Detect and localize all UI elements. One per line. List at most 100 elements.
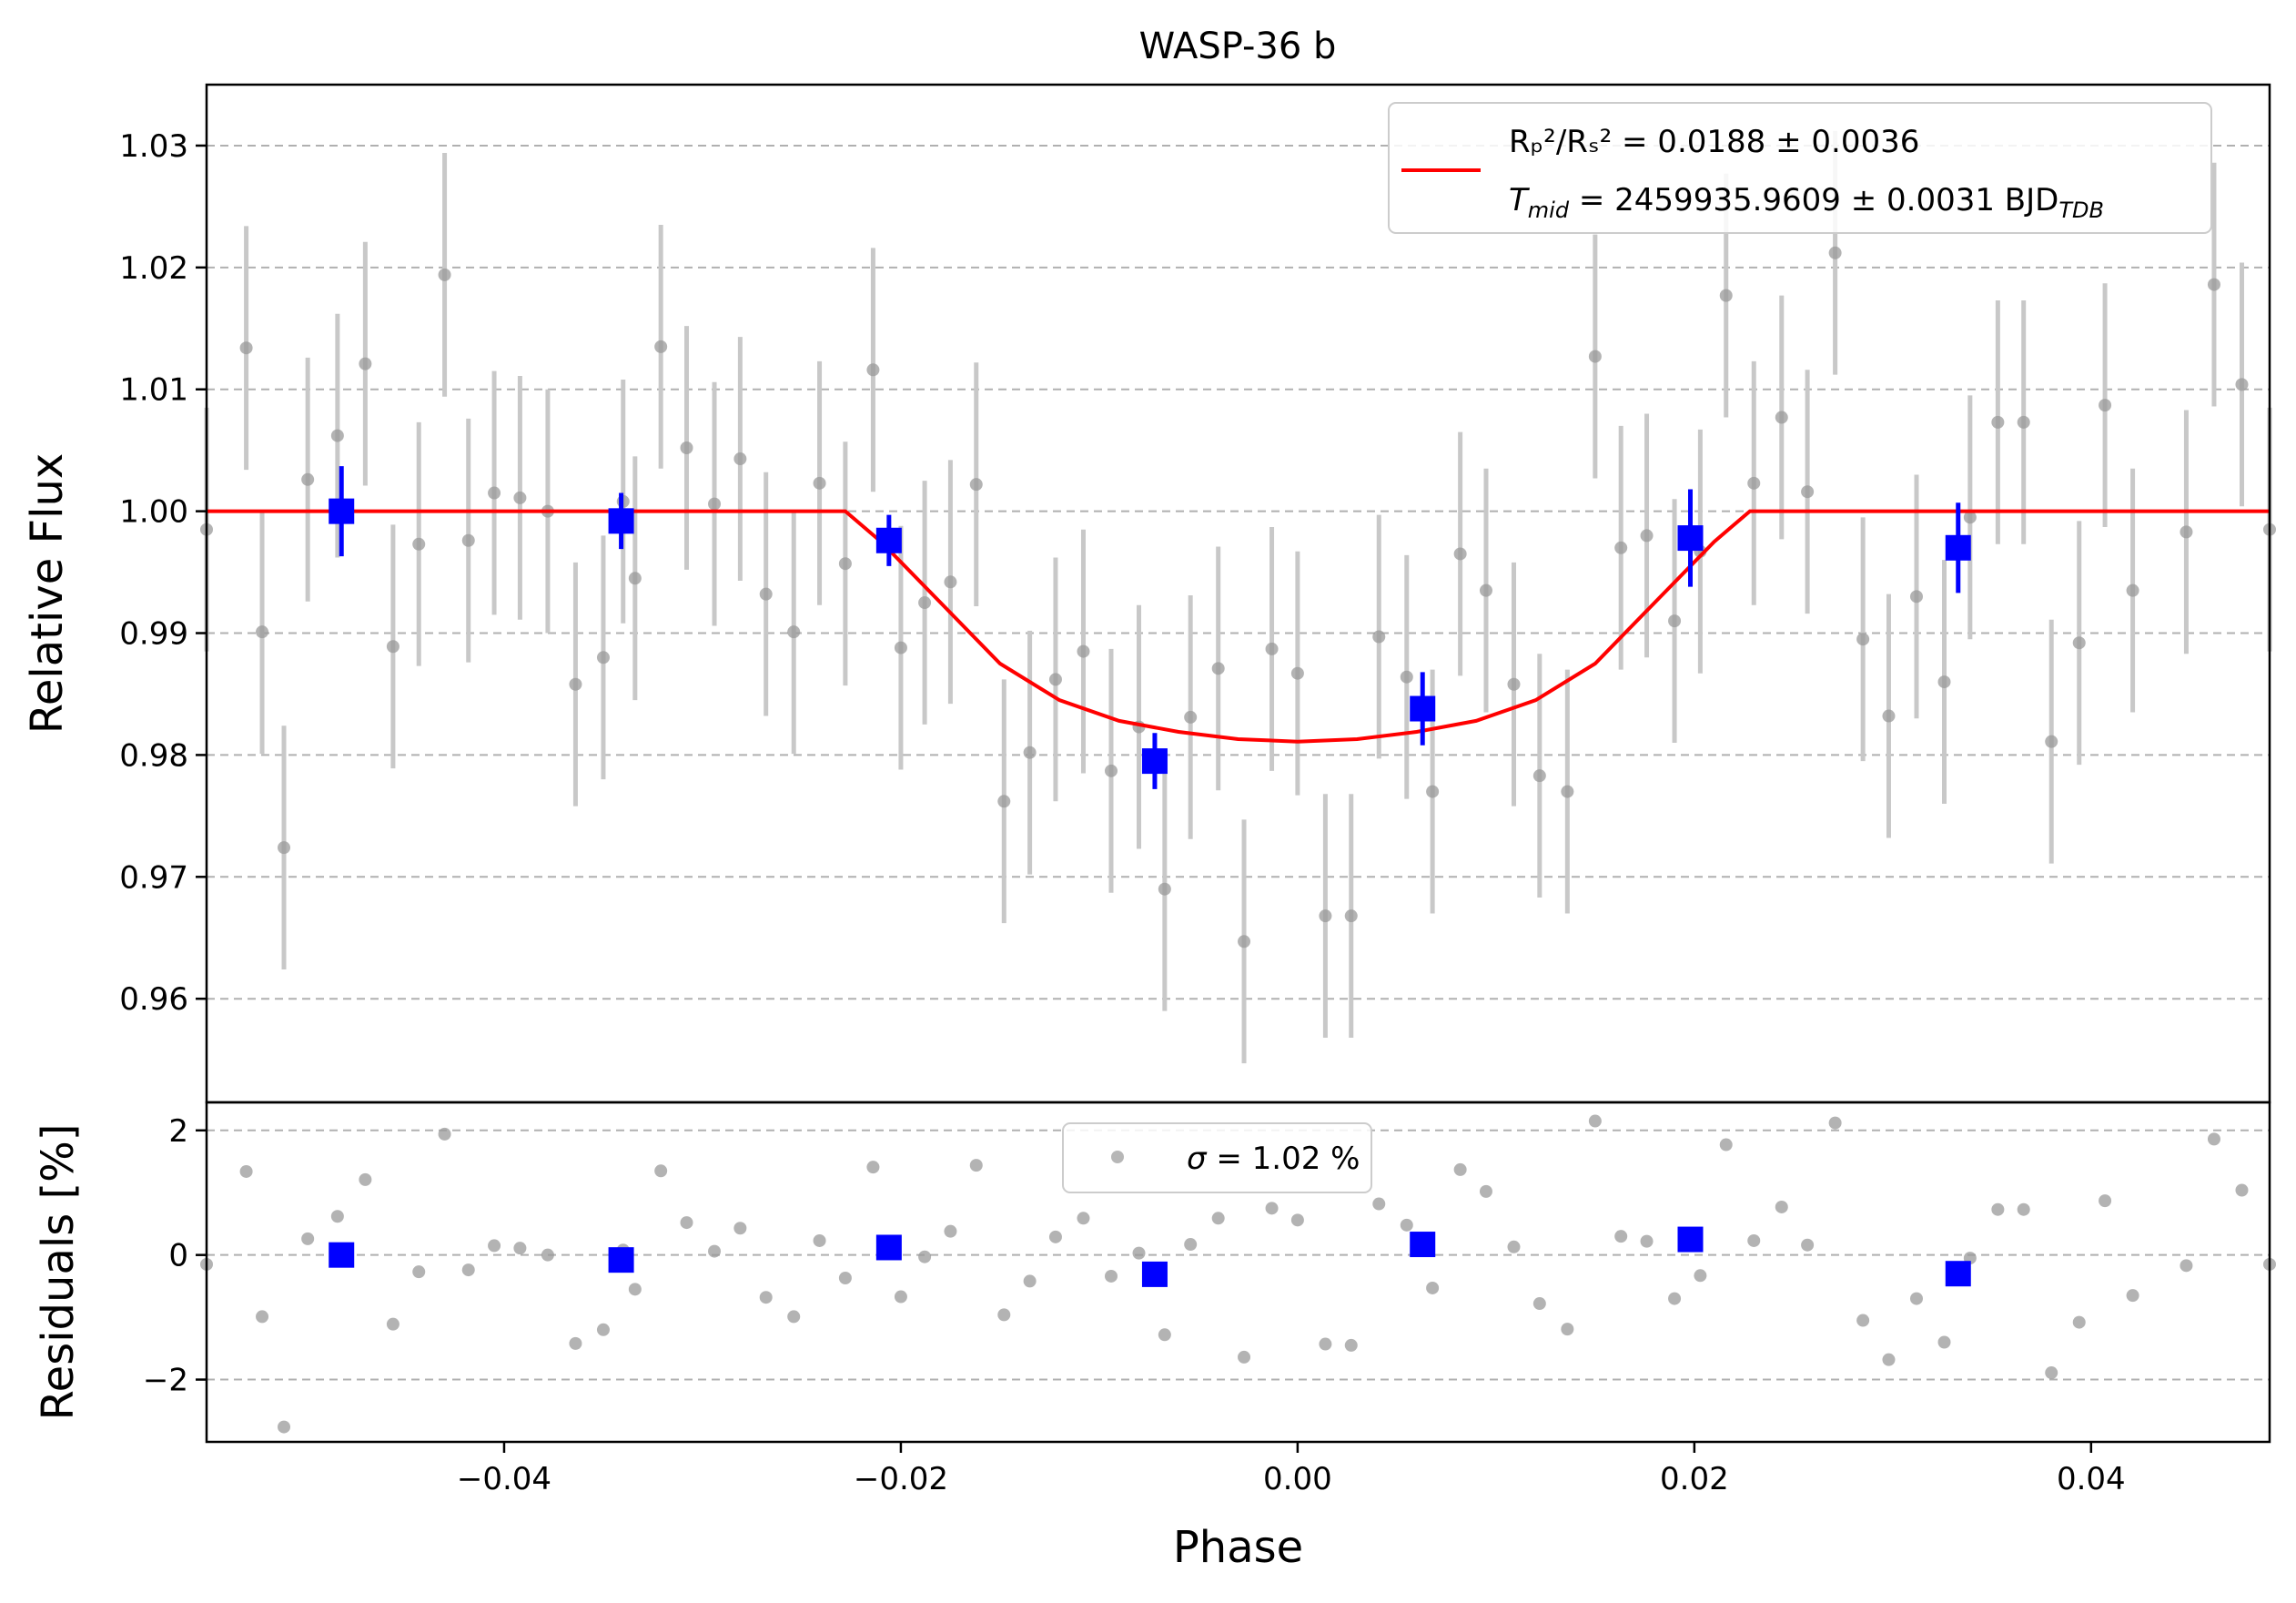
residuals-y-tick-label: 0	[168, 1238, 188, 1274]
binned-point	[608, 508, 634, 534]
raw-point	[1640, 529, 1654, 543]
residual-point	[239, 1164, 253, 1178]
raw-point	[866, 363, 880, 377]
phase-x-tick-label: −0.04	[457, 1461, 551, 1497]
residuals-binned-points	[329, 1226, 1971, 1287]
raw-point	[1614, 541, 1628, 554]
residuals-legend: σ = 1.02 %	[1062, 1122, 1372, 1193]
residual-point	[1453, 1162, 1467, 1176]
raw-point	[969, 478, 983, 492]
transit-panel-grid	[207, 144, 2270, 1000]
raw-point	[918, 596, 932, 610]
raw-point	[1991, 415, 2005, 429]
raw-point	[1882, 709, 1896, 723]
raw-point	[412, 537, 426, 551]
residual-point	[278, 1420, 291, 1434]
transit-legend-box	[1388, 102, 2212, 234]
residual-point	[488, 1239, 501, 1253]
residual-point	[301, 1232, 315, 1245]
residual-point	[1132, 1246, 1146, 1260]
residual-point	[1747, 1233, 1761, 1247]
raw-point	[1561, 785, 1574, 798]
residual-point	[944, 1224, 957, 1238]
binned-point	[875, 527, 902, 553]
residual-point	[969, 1159, 983, 1172]
transit-y-tick-label: 0.98	[119, 737, 188, 774]
residuals-panel-frame	[205, 1101, 2271, 1444]
raw-point	[628, 572, 642, 585]
phase-x-axis-label: Phase	[1173, 1522, 1303, 1573]
binned-residual	[1141, 1261, 1168, 1287]
residual-point	[1265, 1202, 1279, 1215]
transit-y-tick-label: 0.99	[119, 616, 188, 653]
phase-x-tick-label: 0.00	[1263, 1461, 1332, 1497]
residual-point	[412, 1265, 426, 1279]
transit-model-line	[207, 509, 2270, 744]
raw-point	[1104, 764, 1118, 777]
raw-point	[2017, 415, 2030, 429]
raw-point	[894, 641, 907, 654]
raw-point	[461, 533, 475, 547]
raw-point	[1801, 485, 1815, 499]
residual-point	[1184, 1238, 1198, 1252]
residual-point	[997, 1308, 1011, 1322]
residual-point	[628, 1283, 642, 1296]
residual-point	[1372, 1197, 1386, 1211]
residual-point	[1479, 1184, 1492, 1198]
raw-point	[596, 651, 610, 665]
binned-point	[1677, 525, 1704, 552]
residual-point	[359, 1172, 372, 1186]
raw-point	[1400, 670, 1413, 684]
residual-point	[1640, 1234, 1654, 1248]
residual-point	[759, 1291, 773, 1304]
residual-point	[1507, 1240, 1521, 1253]
residual-point	[838, 1272, 852, 1285]
residual-point	[1238, 1350, 1251, 1364]
raw-point	[1319, 909, 1332, 923]
raw-point	[1238, 935, 1251, 949]
residual-point	[2180, 1259, 2193, 1273]
residual-point	[1077, 1212, 1090, 1225]
residual-point	[813, 1233, 826, 1247]
raw-point	[944, 575, 957, 589]
residual-point	[1856, 1314, 1870, 1327]
residual-point	[2072, 1315, 2086, 1329]
raw-point	[1453, 547, 1467, 561]
binned-residual	[1410, 1232, 1436, 1258]
raw-point	[1023, 746, 1037, 759]
raw-point	[1372, 630, 1386, 644]
residual-point	[596, 1323, 610, 1336]
residual-point	[1719, 1138, 1733, 1152]
raw-point	[2072, 636, 2086, 650]
raw-point	[2126, 583, 2139, 597]
residual-point	[1588, 1114, 1602, 1128]
legend-tmid-label: Tmid = 2459935.9609 ± 0.0031 BJDTDB	[1509, 182, 2104, 223]
raw-point	[1588, 350, 1602, 363]
raw-point	[278, 841, 291, 855]
raw-point	[438, 268, 451, 281]
residual-point	[2099, 1194, 2112, 1208]
residual-point	[2017, 1202, 2030, 1216]
residual-point	[787, 1310, 801, 1324]
raw-point	[1426, 785, 1440, 798]
residual-point	[2207, 1132, 2220, 1146]
binned-point	[329, 498, 355, 524]
transit-binned-points	[329, 466, 1971, 789]
raw-point	[513, 491, 527, 504]
raw-point	[1344, 909, 1358, 923]
transit-y-tick-label: 1.03	[119, 128, 188, 165]
raw-point	[1856, 633, 1870, 646]
binned-residual	[1677, 1226, 1704, 1253]
raw-point	[1828, 246, 1842, 259]
transit-y-axis-label: Relative Flux	[22, 453, 73, 735]
raw-point	[1532, 769, 1546, 783]
residual-point	[1668, 1292, 1682, 1305]
chart-title: WASP-36 b	[1139, 25, 1337, 67]
raw-point	[1479, 583, 1492, 597]
transit-y-tick-label: 1.01	[119, 372, 188, 409]
residual-point	[1801, 1238, 1815, 1252]
residual-point	[2235, 1183, 2249, 1197]
residual-point	[1909, 1292, 1923, 1305]
raw-point	[1211, 662, 1225, 675]
raw-point	[997, 795, 1011, 808]
